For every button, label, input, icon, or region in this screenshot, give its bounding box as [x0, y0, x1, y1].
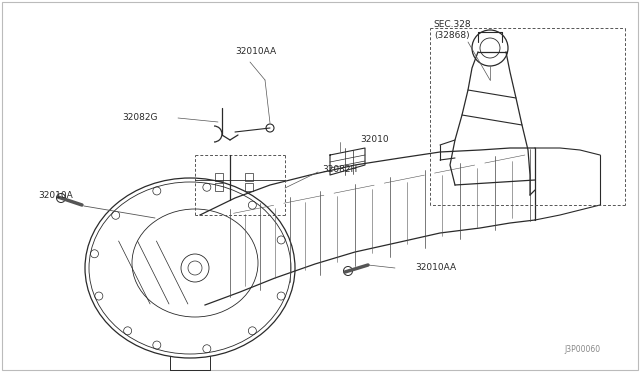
Bar [245, 173, 253, 181]
Bar [215, 173, 223, 181]
Text: SEC.328
(32868): SEC.328 (32868) [433, 20, 471, 40]
Text: 32082H: 32082H [323, 166, 358, 174]
Text: J3P00060: J3P00060 [564, 346, 600, 355]
Text: 32010A: 32010A [38, 190, 73, 199]
Bar [215, 183, 223, 191]
Text: 32010: 32010 [360, 135, 388, 144]
Text: 32010AA: 32010AA [415, 263, 456, 273]
Text: 32010AA: 32010AA [236, 48, 276, 57]
Bar [245, 183, 253, 191]
Text: 32082G: 32082G [122, 113, 157, 122]
